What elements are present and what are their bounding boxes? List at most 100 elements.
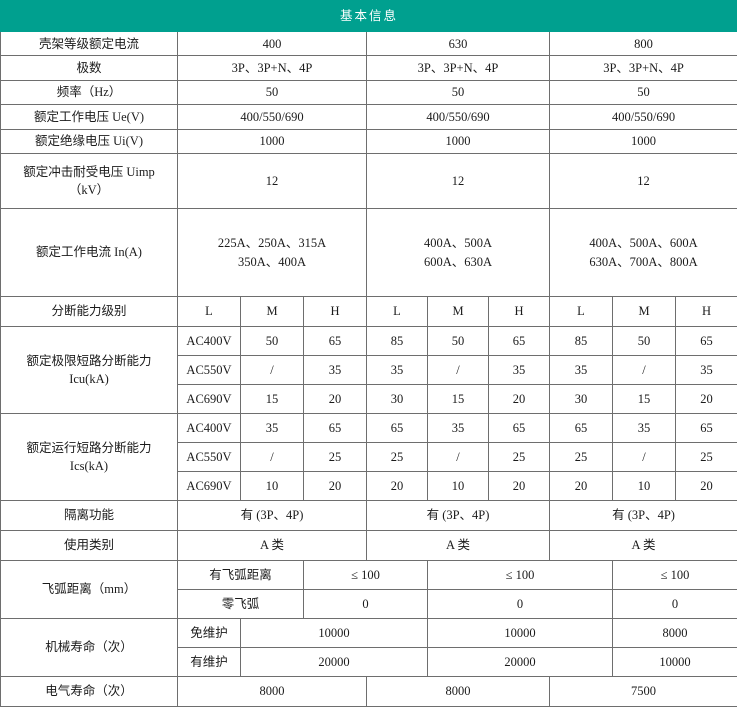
icu-ac400v-v4: 50	[427, 326, 489, 356]
row-mech-life-maintained: 有维护 20000 20000 10000	[1, 647, 737, 677]
in-current-3-line1: 400A、500A、600A	[589, 236, 698, 251]
icu-ac550v-v5: 35	[488, 355, 550, 385]
row-label-usage-category: 使用类别	[0, 530, 178, 561]
row-label-electrical-life: 电气寿命（次）	[0, 676, 178, 707]
icu-ac550v-v7: /	[612, 355, 676, 385]
grade-8: M	[612, 296, 676, 327]
ics-ac550v-v8: 25	[674, 442, 737, 472]
icu-ac690v-v4: 15	[427, 384, 489, 414]
cell-ue-1: 400/550/690	[177, 104, 367, 130]
sublabel-ics-ac400v: AC400V	[177, 413, 241, 443]
row-ui: 额定绝缘电压 Ui(V) 1000 1000 1000	[0, 128, 737, 155]
ics-ac400v-v7: 35	[612, 413, 676, 443]
icu-ac550v-v4: /	[427, 355, 489, 385]
cell-in-current-1: 225A、250A、315A 350A、400A	[177, 208, 367, 297]
cell-frequency-3: 50	[548, 79, 737, 106]
row-ics-ac690v: AC690V 10 20 20 10 20 20 10 20	[1, 471, 737, 501]
cell-uimp-2: 12	[366, 153, 550, 209]
ics-ac550v-v3: 25	[366, 442, 428, 472]
row-label-poles: 极数	[0, 55, 178, 81]
in-current-3-line2: 630A、700A、800A	[589, 254, 698, 269]
row-mech-life-maintenance-free: 机械寿命（次） 免维护 10000 10000 8000	[0, 618, 737, 677]
icu-ac550v-v2: 35	[303, 355, 367, 385]
sublabel-ics-ac690v: AC690V	[177, 471, 241, 501]
ics-ac550v-v1: /	[240, 442, 304, 472]
cell-frequency-2: 50	[366, 79, 550, 106]
row-label-in-current: 额定工作电流 In(A)	[0, 208, 178, 297]
row-frequency: 频率（Hz） 50 50 50	[0, 79, 737, 106]
ics-ac400v-v4: 35	[427, 413, 489, 443]
row-label-isolation: 隔离功能	[0, 500, 178, 531]
grade-4: L	[366, 296, 428, 327]
ics-ac690v-v8: 20	[674, 471, 737, 501]
sublabel-mech-maintained: 有维护	[177, 647, 241, 677]
icu-ac400v-v7: 50	[612, 326, 676, 356]
cell-ue-2: 400/550/690	[366, 104, 550, 130]
ics-ac400v-v1: 35	[240, 413, 304, 443]
table-title: 基本信息	[0, 0, 737, 32]
cell-arc-with-3: ≤ 100	[611, 560, 737, 590]
cell-electrical-life-1: 8000	[177, 676, 367, 707]
cell-arc-zero-1: 0	[303, 589, 428, 619]
row-label-uimp: 额定冲击耐受电压 Uimp（kV）	[0, 153, 178, 209]
ics-ac690v-v6: 20	[549, 471, 613, 501]
ics-ac690v-v2: 20	[303, 471, 367, 501]
sublabel-icu-ac550v: AC550V	[177, 355, 241, 385]
row-ics-ac400v: 额定运行短路分断能力 Ics(kA) AC400V 35 65 65 35 65…	[0, 413, 737, 501]
ics-ac690v-v7: 10	[612, 471, 676, 501]
row-label-arc-distance: 飞弧距离（mm）	[0, 560, 178, 619]
in-current-2-line1: 400A、500A	[423, 236, 493, 251]
cell-frame-rating-630: 630	[366, 30, 550, 57]
table-header-row: 基本信息	[0, 0, 737, 32]
cell-uimp-1: 12	[177, 153, 367, 209]
row-in-current: 额定工作电流 In(A) 225A、250A、315A 350A、400A 40…	[0, 208, 737, 297]
cell-frame-rating-800: 800	[548, 30, 737, 57]
icu-ac690v-v3: 30	[366, 384, 428, 414]
icu-ac550v-v6: 35	[549, 355, 613, 385]
cell-usage-category-1: A 类	[177, 530, 367, 561]
ics-ac690v-v4: 10	[427, 471, 489, 501]
grade-3: H	[303, 296, 367, 327]
cell-in-current-2: 400A、500A 600A、630A	[366, 208, 550, 297]
in-current-1-line2: 350A、400A	[237, 254, 307, 269]
ics-ac400v-v6: 65	[549, 413, 613, 443]
row-isolation: 隔离功能 有 (3P、4P) 有 (3P、4P) 有 (3P、4P)	[0, 500, 737, 531]
cell-mech-maintained-3: 10000	[611, 647, 737, 677]
cell-poles-3: 3P、3P+N、4P	[548, 55, 737, 81]
sublabel-ics-ac550v: AC550V	[177, 442, 241, 472]
cell-poles-1: 3P、3P+N、4P	[177, 55, 367, 81]
icu-ac690v-v8: 20	[674, 384, 737, 414]
cell-usage-category-2: A 类	[366, 530, 550, 561]
ics-ac550v-v2: 25	[303, 442, 367, 472]
icu-ac400v-v1: 50	[240, 326, 304, 356]
row-ue: 额定工作电压 Ue(V) 400/550/690 400/550/690 400…	[0, 104, 737, 130]
cell-ui-2: 1000	[366, 128, 550, 155]
grade-9: H	[674, 296, 737, 327]
ics-ac400v-v5: 65	[488, 413, 550, 443]
row-electrical-life: 电气寿命（次） 8000 8000 7500	[0, 676, 737, 707]
cell-usage-category-3: A 类	[548, 530, 737, 561]
row-label-icu: 额定极限短路分断能力 Icu(kA)	[0, 326, 178, 414]
ics-ac690v-v1: 10	[240, 471, 304, 501]
cell-ui-1: 1000	[177, 128, 367, 155]
ics-ac550v-v6: 25	[549, 442, 613, 472]
icu-ac550v-v1: /	[240, 355, 304, 385]
icu-ac400v-v6: 85	[549, 326, 613, 356]
cell-isolation-3: 有 (3P、4P)	[548, 500, 737, 531]
ics-ac550v-v7: /	[612, 442, 676, 472]
grade-5: M	[427, 296, 489, 327]
sublabel-arc-zero: 零飞弧	[177, 589, 304, 619]
row-uimp: 额定冲击耐受电压 Uimp（kV） 12 12 12	[0, 153, 737, 209]
cell-ue-3: 400/550/690	[548, 104, 737, 130]
row-usage-category: 使用类别 A 类 A 类 A 类	[0, 530, 737, 561]
icu-ac690v-v6: 30	[549, 384, 613, 414]
grade-6: H	[488, 296, 550, 327]
icu-ac690v-v1: 15	[240, 384, 304, 414]
icu-ac690v-v7: 15	[612, 384, 676, 414]
cell-frame-rating-400: 400	[177, 30, 367, 57]
grade-7: L	[549, 296, 613, 327]
row-icu-ac400v: 额定极限短路分断能力 Icu(kA) AC400V 50 65 85 50 65…	[0, 326, 737, 414]
row-breaking-grade: 分断能力级别 L M H L M H L M H	[0, 296, 737, 327]
grade-1: L	[177, 296, 241, 327]
row-frame-rating: 壳架等级额定电流 400 630 800	[0, 30, 737, 57]
